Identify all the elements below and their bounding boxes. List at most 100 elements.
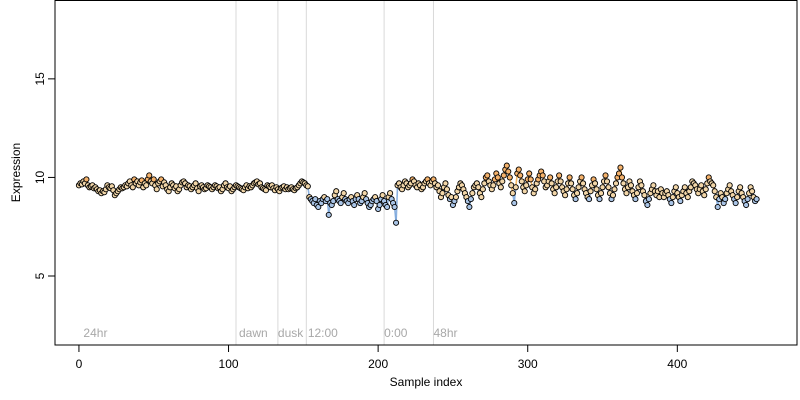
data-point (304, 183, 311, 190)
data-point (726, 182, 733, 189)
data-point (497, 184, 504, 191)
data-point (143, 182, 150, 189)
data-point (632, 196, 639, 203)
data-point (574, 190, 581, 197)
data-point (548, 180, 555, 187)
data-point (557, 178, 564, 185)
region-label: 24hr (83, 326, 107, 340)
data-point (527, 176, 534, 183)
data-point (611, 186, 618, 193)
data-point (599, 184, 606, 191)
data-point (605, 184, 612, 191)
x-tick-label: 400 (667, 357, 687, 371)
data-point (83, 176, 90, 183)
data-point (467, 196, 474, 203)
data-point (361, 190, 368, 197)
data-point (443, 186, 450, 193)
data-point (569, 186, 576, 193)
data-point (596, 196, 603, 203)
data-point (547, 174, 554, 181)
data-point (650, 182, 657, 189)
data-point (681, 184, 688, 191)
data-point (511, 200, 518, 207)
data-point (479, 186, 486, 193)
data-point (677, 198, 684, 205)
trace-segment (395, 185, 399, 223)
data-point (668, 200, 675, 207)
data-point (714, 203, 721, 211)
data-point (376, 201, 383, 209)
region-label: dawn (239, 326, 268, 340)
region-label: 12:00 (308, 326, 338, 340)
data-point (146, 172, 153, 179)
data-point (515, 166, 522, 173)
region-label: dusk (278, 326, 304, 340)
data-point (710, 182, 717, 189)
data-point (618, 174, 626, 181)
data-point (518, 178, 525, 185)
data-point (391, 203, 398, 211)
data-point (499, 178, 506, 185)
data-point (575, 184, 582, 191)
data-point (698, 182, 705, 189)
y-tick-label: 10 (33, 170, 47, 184)
data-point (494, 174, 501, 181)
data-point (484, 172, 491, 179)
data-point (627, 182, 634, 189)
data-point (315, 203, 322, 211)
data-point (753, 196, 760, 203)
data-point (586, 196, 593, 203)
data-point (743, 201, 750, 209)
data-point (597, 190, 605, 197)
data-point (587, 188, 594, 195)
data-point (701, 192, 708, 199)
data-point (572, 196, 579, 203)
region-labels: 24hr dawn dusk 12:00 0:00 48hr (83, 326, 457, 340)
data-point (452, 194, 459, 201)
data-point (340, 190, 347, 197)
data-point (609, 192, 617, 199)
data-point (672, 184, 679, 191)
data-point (645, 196, 652, 203)
data-point (532, 186, 539, 193)
data-point (711, 188, 718, 195)
data-point (580, 180, 587, 187)
data-point (469, 190, 476, 197)
data-point (384, 203, 391, 211)
data-point (737, 184, 744, 191)
data-point (684, 194, 691, 201)
data-point (478, 194, 485, 201)
data-point (539, 172, 546, 179)
data-point (633, 190, 640, 197)
x-tick-label: 200 (368, 357, 388, 371)
data-point (517, 172, 524, 179)
data-point (325, 211, 332, 218)
data-point (351, 201, 358, 209)
data-point (734, 194, 741, 201)
plot-frame (54, 0, 798, 346)
y-axis: 5 10 15 (33, 72, 56, 279)
x-axis-title: Sample index (390, 375, 463, 389)
data-point (337, 200, 344, 207)
data-point (195, 188, 202, 195)
y-axis-title: Expression (9, 143, 23, 202)
data-point (556, 172, 563, 179)
data-point (593, 186, 600, 193)
data-point (638, 182, 645, 189)
data-point (617, 164, 624, 171)
data-point (393, 219, 400, 226)
y-tick-label: 15 (33, 72, 47, 86)
data-point (434, 182, 442, 189)
data-point (506, 174, 513, 181)
data-point (526, 170, 533, 177)
x-tick-label: 300 (518, 357, 538, 371)
data-point (562, 192, 569, 199)
data-point (333, 188, 340, 195)
data-point (387, 190, 394, 197)
data-point (523, 182, 530, 189)
x-axis: 0 100 200 300 400 (76, 344, 688, 371)
data-points (75, 162, 760, 226)
data-point (641, 192, 648, 199)
data-point (521, 188, 528, 195)
